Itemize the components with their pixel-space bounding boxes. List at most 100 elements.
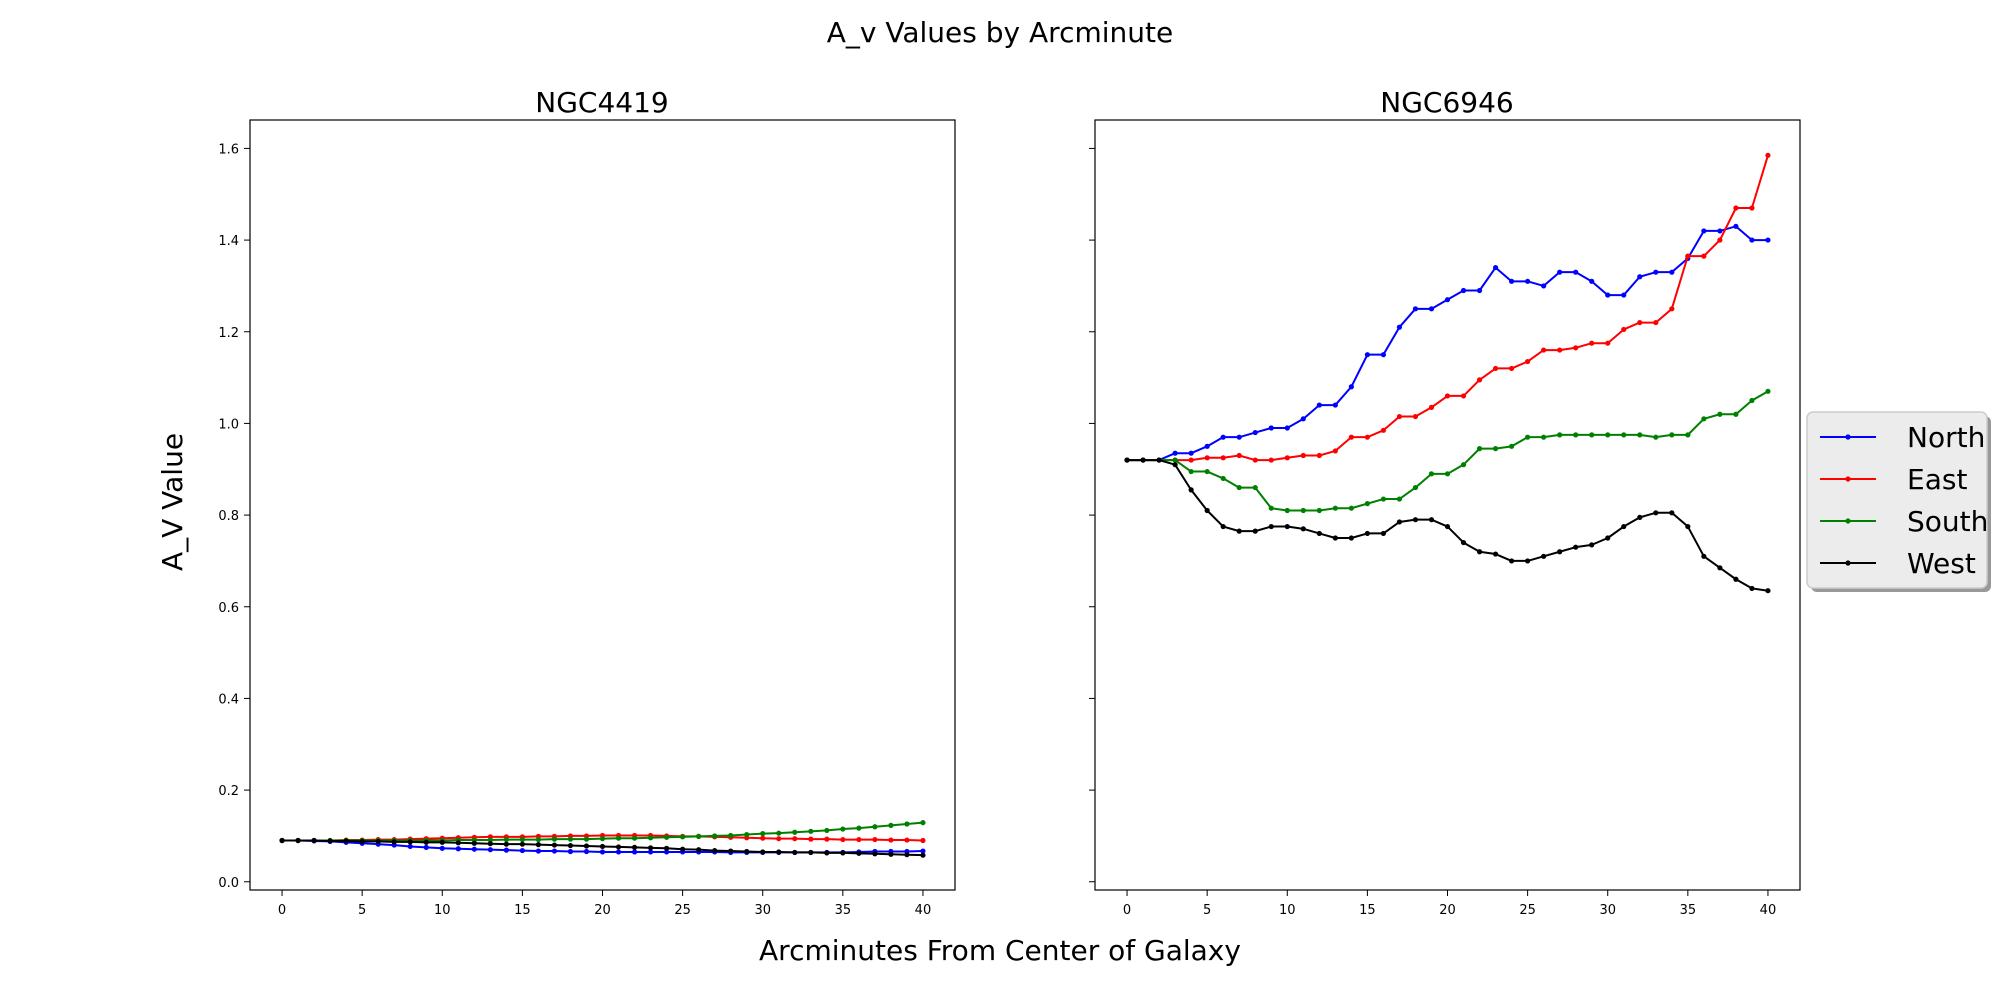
data-point (1332, 535, 1338, 541)
data-point (1557, 269, 1563, 275)
data-point (1364, 530, 1370, 537)
data-point (1476, 549, 1483, 555)
data-point (1444, 297, 1451, 303)
data-point (824, 827, 830, 834)
panel-ngc6946: NGC6946 0 5 10 15 20 25 30 35 40 (1089, 86, 1801, 918)
data-point (776, 849, 782, 855)
data-point (1492, 264, 1499, 271)
data-point (1653, 269, 1659, 275)
data-point (1653, 434, 1659, 440)
data-point (1252, 528, 1258, 534)
data-point (872, 851, 878, 857)
data-point (1605, 432, 1611, 438)
data-point (1460, 393, 1467, 399)
figure-title: A_v Values by Arcminute (827, 16, 1173, 49)
data-point (567, 836, 574, 842)
data-point (407, 843, 413, 850)
data-point (1508, 558, 1515, 564)
data-point (1717, 237, 1723, 243)
data-point (888, 851, 894, 857)
data-point (1348, 535, 1354, 541)
data-point (455, 840, 461, 846)
data-point (744, 848, 750, 855)
data-point (1685, 432, 1691, 438)
data-point (1156, 457, 1162, 463)
data-point (1188, 450, 1194, 456)
data-point (760, 835, 766, 841)
data-point (663, 845, 670, 851)
data-point (423, 844, 429, 850)
data-point (1188, 487, 1194, 493)
data-point (487, 841, 493, 847)
data-point (1508, 278, 1515, 284)
y-tick-label: 0.0 (218, 876, 239, 891)
data-point (1268, 505, 1274, 511)
data-point (776, 830, 782, 836)
data-point (1364, 352, 1370, 358)
data-point (1749, 205, 1755, 211)
data-point (1220, 475, 1226, 482)
x-tick-label: 15 (514, 903, 531, 918)
y-tick-label: 1.4 (218, 234, 239, 249)
series-line-north (1127, 225, 1768, 462)
data-point (1236, 434, 1242, 440)
x-tick-label: 10 (1279, 903, 1296, 918)
data-point (311, 837, 317, 844)
data-point (1124, 457, 1130, 463)
data-point (840, 826, 846, 832)
data-point (663, 834, 670, 840)
data-point (1637, 319, 1643, 326)
legend-entry-east: East (1820, 463, 1967, 496)
data-point (904, 821, 910, 827)
data-point (1573, 269, 1579, 275)
data-point (1733, 205, 1739, 211)
data-point (1188, 468, 1194, 475)
data-point (551, 842, 558, 848)
data-point (1268, 425, 1274, 431)
data-point (1332, 448, 1338, 454)
data-point (872, 836, 878, 843)
data-point (808, 828, 814, 834)
data-point (1621, 292, 1627, 298)
panel-ngc4419: NGC4419 0 5 10 15 20 25 30 35 40 0.0 0.2 0.4 0.6 0.8 1… (218, 86, 956, 918)
data-point (1701, 228, 1707, 234)
data-point (615, 844, 622, 850)
data-point (1573, 544, 1579, 550)
data-point (647, 849, 654, 855)
data-point (760, 849, 766, 855)
data-point (599, 849, 606, 855)
data-point (1749, 397, 1755, 404)
data-point (1284, 523, 1290, 530)
data-point (1428, 471, 1435, 477)
data-point (1525, 434, 1531, 440)
data-point (503, 836, 509, 843)
data-point (1765, 237, 1771, 243)
data-point (1220, 523, 1226, 530)
data-point (1653, 319, 1659, 326)
data-point (1605, 292, 1611, 298)
data-point (920, 848, 926, 854)
data-point (1669, 269, 1675, 275)
legend-label: North (1907, 421, 1985, 454)
x-tick-label: 30 (754, 903, 771, 918)
data-point (535, 842, 542, 848)
data-point (872, 824, 878, 830)
data-point (712, 847, 718, 854)
legend-entry-north: North (1820, 421, 1985, 454)
data-point (1589, 278, 1595, 284)
data-point (1765, 152, 1771, 158)
data-point (1316, 402, 1322, 408)
y-tick-label: 0.8 (218, 509, 239, 524)
data-point (551, 836, 558, 842)
data-point (1364, 434, 1370, 440)
data-point (663, 849, 670, 855)
data-point (1300, 452, 1306, 459)
data-point (1428, 404, 1435, 410)
legend-marker-icon (1845, 476, 1851, 482)
legend-entry-west: West (1820, 547, 1976, 580)
data-point (583, 843, 590, 849)
data-point (1204, 468, 1210, 475)
data-point (1284, 507, 1290, 514)
data-point (1396, 324, 1403, 330)
data-point (856, 850, 862, 856)
